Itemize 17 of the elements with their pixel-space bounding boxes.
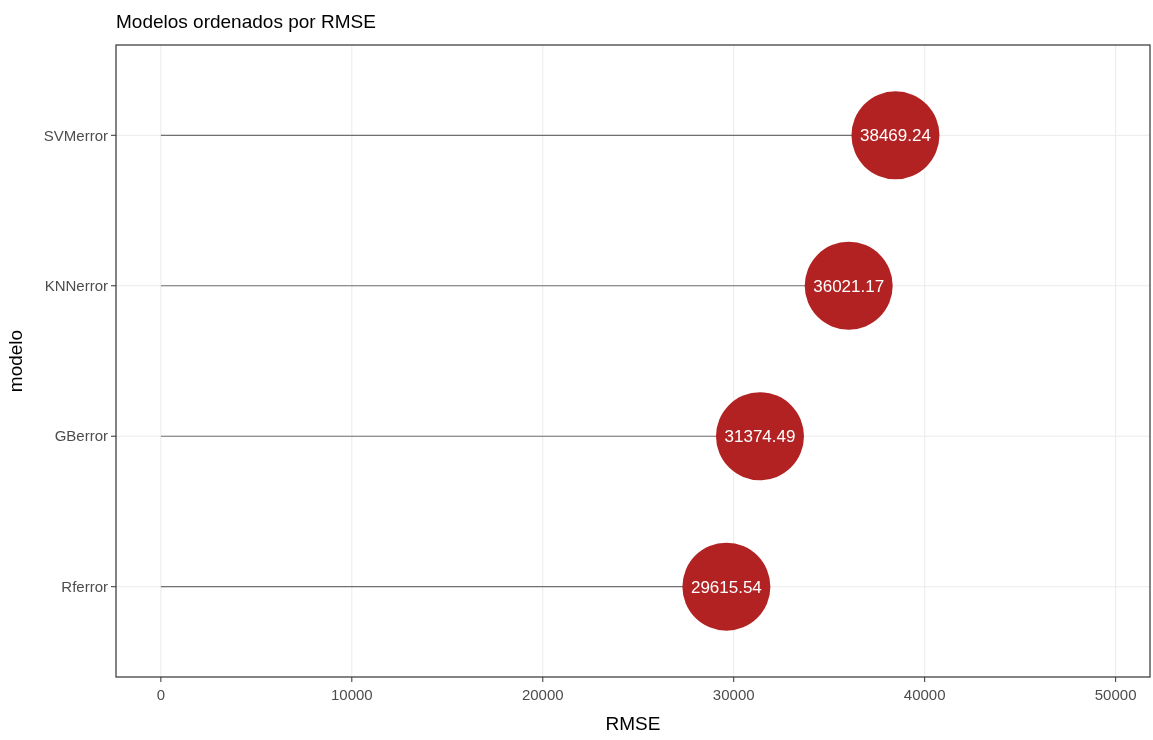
y-tick-label: GBerror (54, 427, 108, 445)
y-tick-label: Rferror (61, 577, 108, 595)
data-label: 36021.17 (813, 276, 885, 296)
data-label: 29615.54 (690, 577, 762, 597)
x-tick-label: 40000 (903, 686, 946, 703)
x-tick-label: 10000 (330, 686, 373, 703)
y-tick-label: KNNerror (44, 277, 108, 295)
chart-title: Modelos ordenados por RMSE (116, 11, 376, 32)
x-tick-label: 20000 (521, 686, 564, 703)
y-tick-label: SVMerror (43, 126, 108, 144)
x-axis-title: RMSE (605, 713, 661, 734)
data-label: 31374.49 (724, 427, 796, 447)
data-label: 38469.24 (859, 126, 931, 146)
x-tick-label: 30000 (712, 686, 755, 703)
x-tick-label: 0 (156, 686, 166, 703)
x-tick-label: 50000 (1094, 686, 1137, 703)
y-axis-title: modelo (5, 329, 26, 393)
